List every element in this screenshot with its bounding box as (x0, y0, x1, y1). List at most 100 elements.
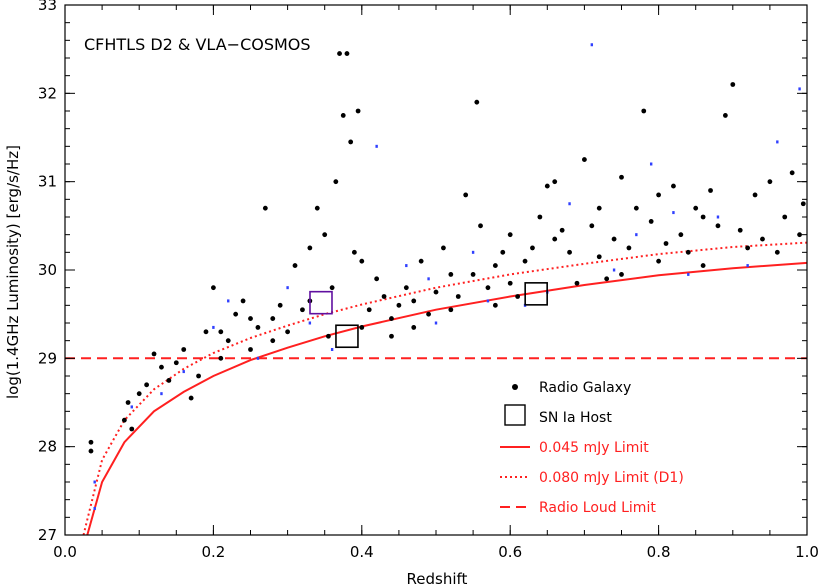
radio-galaxy-point (737, 227, 743, 233)
radio-galaxy-point (470, 272, 476, 277)
radio-galaxy-point (559, 227, 565, 233)
radio-galaxy-point (552, 179, 558, 185)
secondary-point (405, 264, 408, 268)
x-tick-label: 0.4 (350, 543, 374, 561)
radio-galaxy-point (478, 223, 483, 229)
limit-curve-solid (86, 261, 808, 536)
secondary-point (130, 405, 133, 409)
radio-galaxy-point (433, 289, 439, 295)
radio-galaxy-point (441, 245, 446, 251)
secondary-point (776, 140, 779, 144)
radio-galaxy-point (240, 298, 246, 304)
radio-galaxy-point (359, 258, 365, 264)
radio-galaxy-point (166, 378, 172, 383)
secondary-point (612, 268, 616, 272)
radio-galaxy-point (374, 276, 380, 282)
radio-galaxy-point (596, 254, 602, 260)
secondary-point (434, 321, 438, 325)
radio-galaxy-point (544, 183, 550, 189)
radio-galaxy-point (693, 205, 699, 211)
legend-label: Radio Galaxy (539, 380, 631, 396)
radio-galaxy-point (715, 223, 721, 229)
secondary-point (286, 286, 289, 290)
radio-galaxy-point (492, 263, 498, 268)
radio-galaxy-point (255, 325, 261, 330)
y-tick-label: 30 (38, 261, 57, 279)
radio-galaxy-point (322, 232, 328, 238)
radio-galaxy-point (448, 272, 454, 277)
radio-galaxy-point (552, 236, 558, 242)
radio-galaxy-point (633, 205, 639, 211)
radio-galaxy-point (500, 249, 506, 255)
legend-symbol-circle (512, 384, 518, 390)
y-tick-label: 28 (38, 438, 57, 456)
chart-annotation: CFHTLS D2 & VLA−COSMOS (84, 35, 311, 54)
radio-galaxy-point (366, 307, 372, 313)
radio-galaxy-point (752, 192, 758, 198)
secondary-point (635, 233, 638, 237)
legend-label: 0.080 mJy Limit (D1) (539, 470, 684, 486)
y-tick-label: 32 (38, 84, 57, 102)
sn-ia-host-marker (309, 290, 333, 315)
radio-galaxy-point (337, 51, 342, 56)
radio-galaxy-point (248, 347, 253, 352)
radio-galaxy-point (708, 188, 713, 193)
radio-galaxy-point (203, 329, 209, 335)
radio-galaxy-point (507, 280, 513, 286)
radio-galaxy-point (136, 391, 142, 397)
radio-galaxy-point (211, 285, 216, 291)
radio-galaxy-point (359, 325, 365, 330)
y-tick-label: 27 (38, 526, 57, 544)
radio-galaxy-point (619, 174, 624, 180)
radio-galaxy-point (767, 179, 773, 185)
radio-galaxy-point (656, 192, 661, 198)
radio-galaxy-point (277, 302, 283, 308)
radio-galaxy-point (800, 201, 806, 207)
secondary-point (687, 272, 690, 276)
radio-galaxy-point (196, 373, 201, 379)
radio-galaxy-point (626, 245, 632, 251)
radio-galaxy-point (730, 82, 736, 87)
radio-galaxy-point (218, 329, 224, 335)
radio-galaxy-point (663, 241, 669, 246)
radio-galaxy-point (760, 236, 765, 242)
radio-galaxy-point (403, 285, 409, 291)
radio-galaxy-point (248, 316, 253, 321)
radio-galaxy-point (121, 417, 127, 423)
radio-galaxy-point (270, 338, 276, 344)
radio-galaxy-point (596, 205, 602, 211)
radio-galaxy-point (307, 245, 313, 251)
legend-label: 0.045 mJy Limit (539, 440, 649, 456)
radio-galaxy-point (774, 249, 780, 255)
radio-galaxy-point (418, 258, 424, 264)
radio-galaxy-point (648, 219, 654, 224)
secondary-point (649, 162, 653, 166)
radio-galaxy-point (333, 179, 339, 185)
radio-galaxy-point (507, 232, 513, 238)
radio-galaxy-point (426, 311, 431, 317)
radio-galaxy-point (411, 325, 417, 330)
radio-galaxy-point (582, 157, 587, 162)
radio-galaxy-point (262, 205, 268, 211)
radio-galaxy-point (125, 400, 131, 405)
radio-galaxy-point (611, 236, 617, 242)
radio-galaxy-point (173, 360, 179, 366)
radio-galaxy-point (300, 307, 305, 313)
legend-label: Radio Loud Limit (539, 500, 656, 516)
secondary-point (330, 348, 334, 351)
radio-galaxy-point (88, 439, 94, 445)
radio-galaxy-point (789, 170, 795, 176)
radio-galaxy-point (700, 263, 706, 268)
radio-galaxy-point (389, 333, 394, 339)
radio-galaxy-point (745, 245, 751, 251)
plot-frame (64, 4, 808, 536)
radio-galaxy-point (144, 382, 150, 388)
radio-galaxy-point (389, 316, 394, 321)
secondary-point (93, 480, 96, 484)
radio-galaxy-point (537, 214, 543, 220)
radio-galaxy-point (292, 263, 298, 268)
radio-galaxy-point (522, 258, 528, 264)
radio-galaxy-point (567, 249, 572, 255)
radio-galaxy-point (671, 183, 676, 189)
